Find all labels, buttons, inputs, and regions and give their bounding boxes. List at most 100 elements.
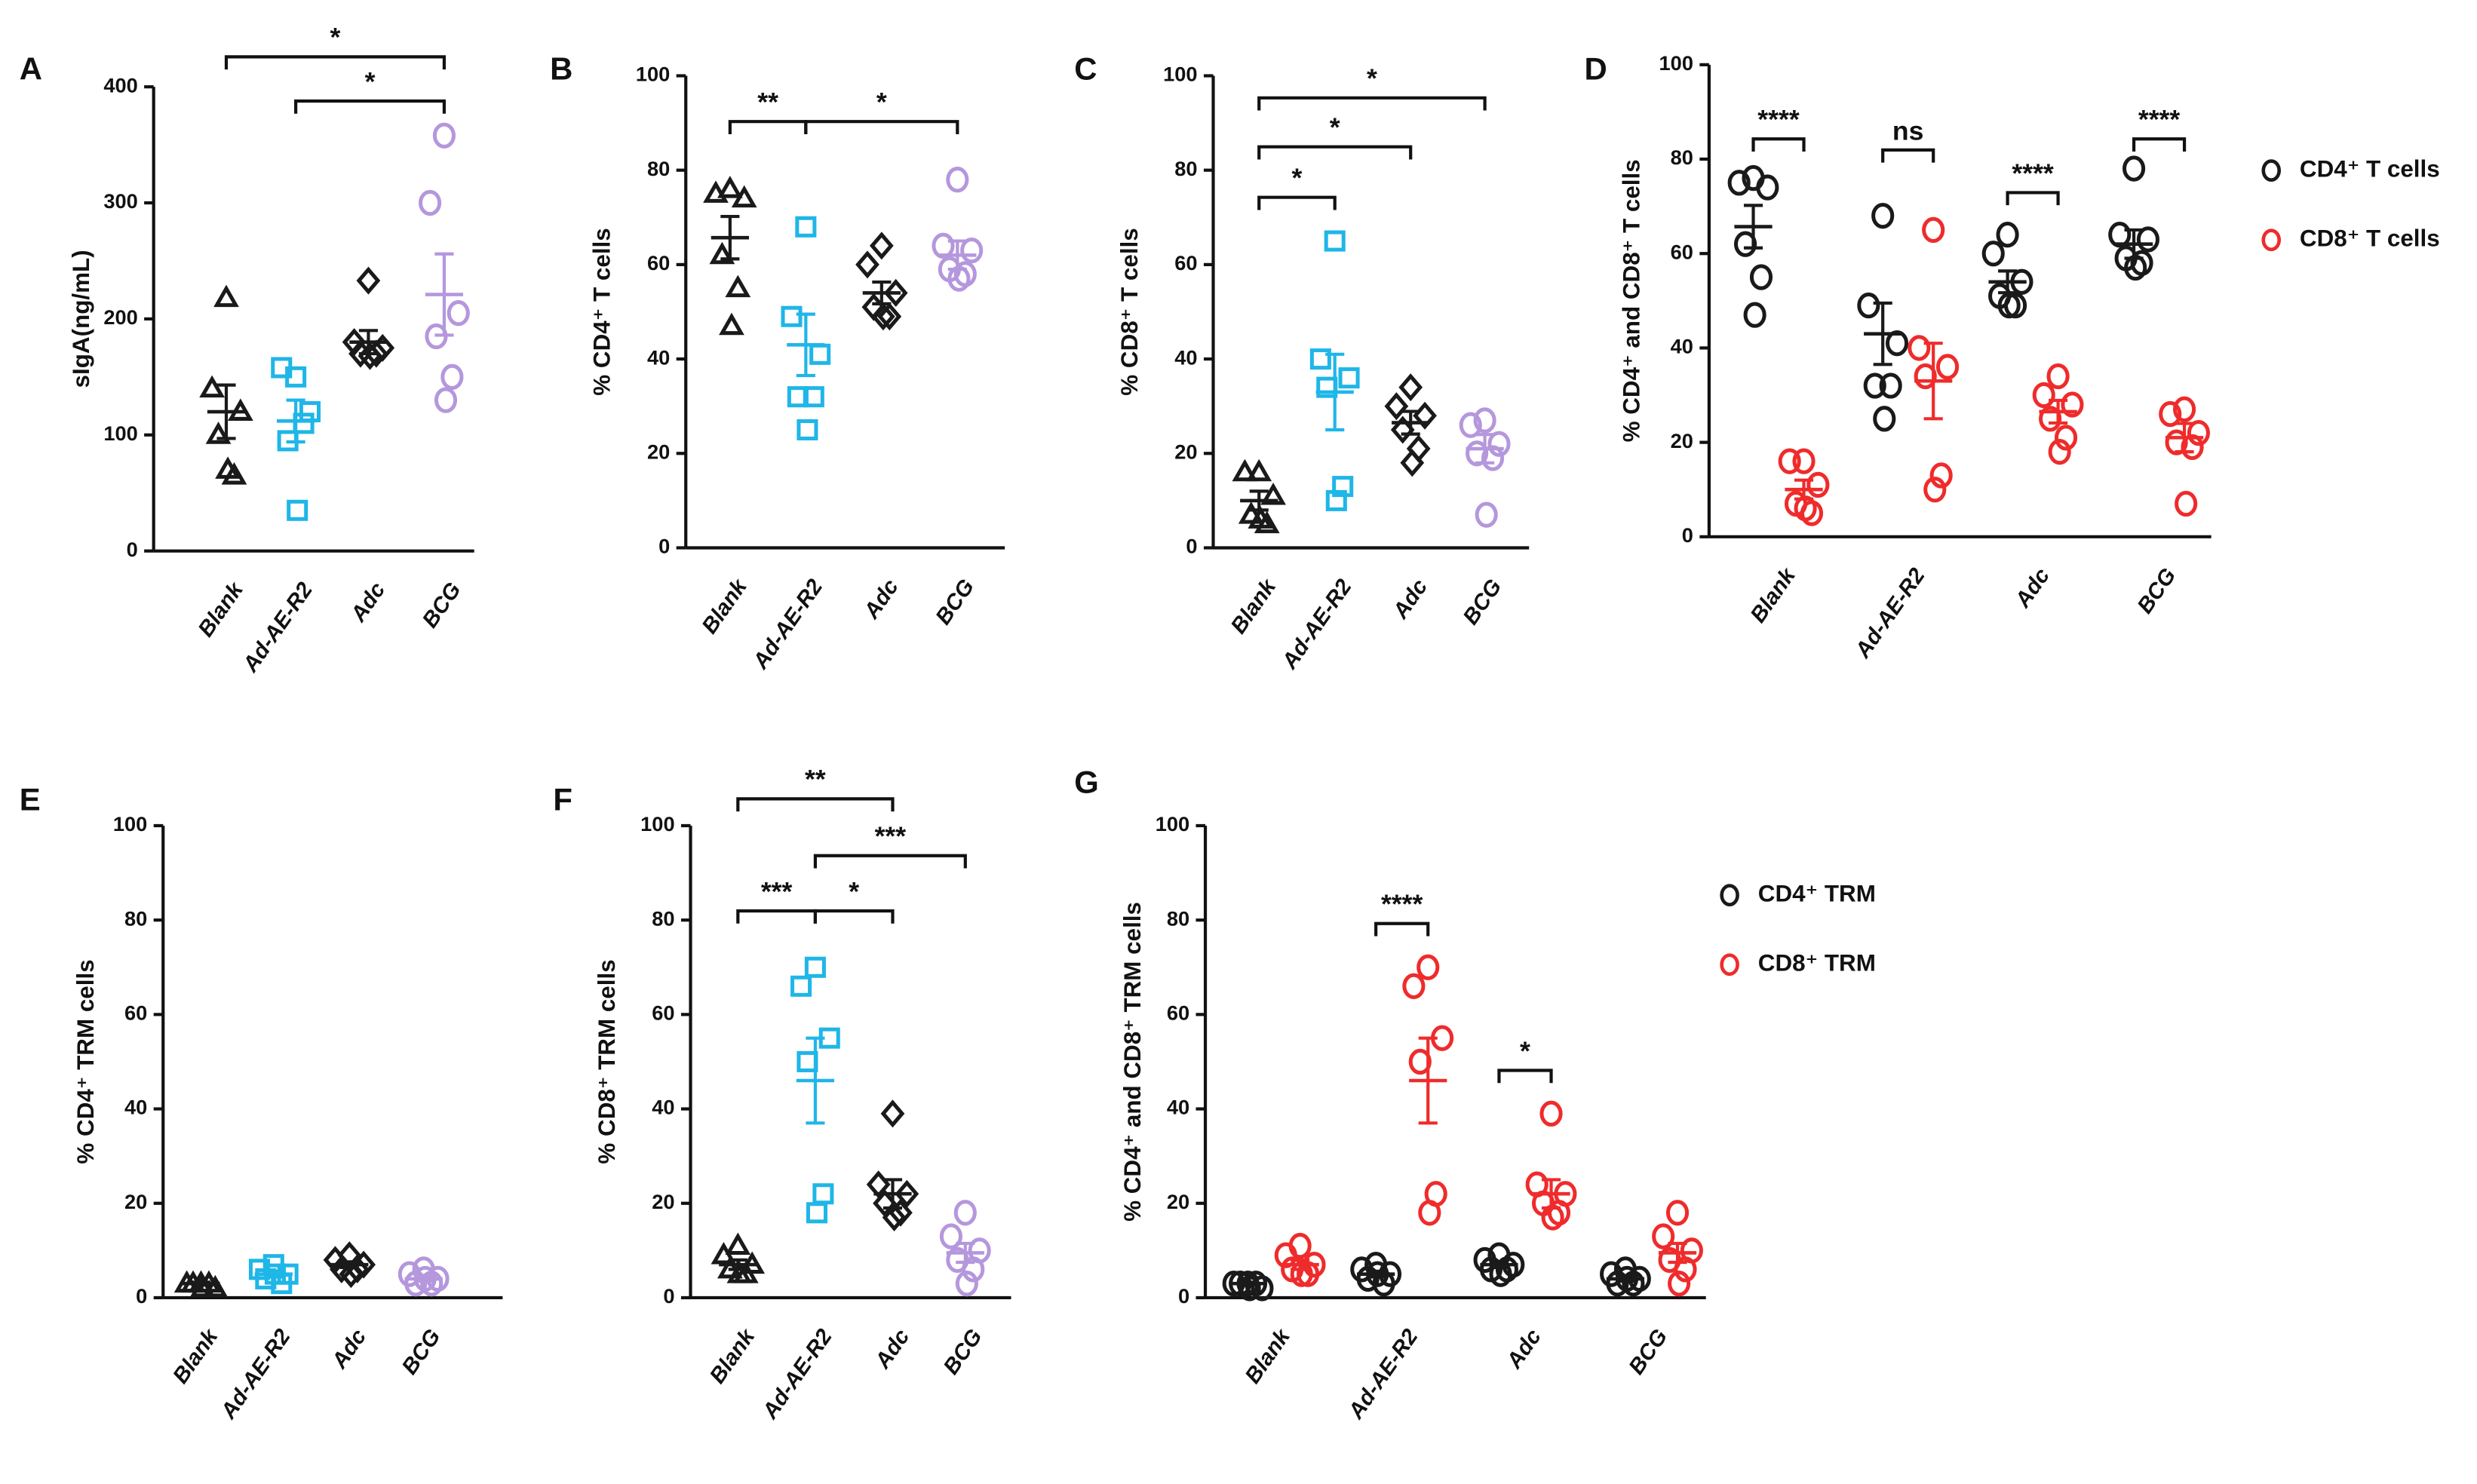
panel-label: F <box>553 782 572 817</box>
y-tick-label: 0 <box>136 1284 147 1308</box>
point <box>1459 412 1482 438</box>
point <box>432 122 456 149</box>
error-bar <box>1489 1260 1509 1269</box>
point <box>1863 373 1886 399</box>
error-bar <box>1418 1036 1438 1125</box>
point <box>711 1241 737 1265</box>
y-tick-label: 400 <box>103 73 137 97</box>
point <box>2061 391 2084 418</box>
x-tick-label: BCG <box>1458 575 1506 629</box>
y-axis-label: % CD8⁺ T cells <box>1116 228 1143 395</box>
point <box>221 462 247 485</box>
error-bar <box>264 1269 284 1279</box>
error-bar <box>1291 1258 1310 1271</box>
point <box>189 1274 216 1298</box>
y-tick-label: 20 <box>652 1190 674 1213</box>
point <box>717 176 743 198</box>
error-bar <box>1541 1178 1561 1210</box>
x-tick-label: Blank <box>1240 1323 1296 1388</box>
x-tick-label: Ad-AE-R2 <box>1277 575 1357 674</box>
point <box>418 189 442 216</box>
point <box>1238 501 1264 524</box>
panel: D % CD4⁺ and CD8⁺ T cells 0 20 40 60 80 100 Blan… <box>1585 51 2440 663</box>
significance-label: **** <box>2138 105 2181 135</box>
y-tick-label: 60 <box>1174 251 1197 274</box>
point <box>1541 1204 1564 1231</box>
legend-label: CD8⁺ TRM <box>1758 949 1876 976</box>
error-bar <box>2049 398 2068 425</box>
x-tick-label: Ad-AE-R2 <box>1850 563 1930 663</box>
panel-label: A <box>20 51 42 86</box>
point <box>939 1223 963 1249</box>
x-tick-label: Blank <box>697 574 753 639</box>
error-bar <box>358 329 378 356</box>
significance-label: ** <box>805 765 826 795</box>
point <box>1248 506 1274 529</box>
point <box>1325 489 1347 511</box>
point <box>1792 448 1816 474</box>
significance-bracket: ns <box>1881 115 1935 163</box>
significance-bracket: * <box>294 66 447 114</box>
y-tick-label: 100 <box>1156 812 1189 836</box>
point <box>953 1200 977 1226</box>
point <box>440 363 464 391</box>
y-tick-label: 60 <box>1671 240 1693 263</box>
y-tick-label: 40 <box>647 345 670 369</box>
point <box>1473 407 1496 434</box>
significance-bracket: **** <box>1751 105 1806 152</box>
y-tick-label: 0 <box>658 535 670 558</box>
error-bar <box>339 1260 359 1269</box>
point <box>955 1271 978 1297</box>
y-tick-label: 20 <box>647 440 670 463</box>
point <box>1857 292 1880 319</box>
point <box>2173 396 2196 422</box>
significance-bracket: * <box>1257 63 1487 111</box>
point <box>1260 483 1286 505</box>
y-axis-label: % CD4⁺ and CD8⁺ T cells <box>1619 159 1645 442</box>
point <box>2032 382 2055 409</box>
point <box>1749 264 1773 290</box>
point <box>726 1261 753 1283</box>
error-bar <box>1238 1280 1258 1287</box>
y-tick-label: 0 <box>1178 1284 1189 1308</box>
bracket <box>224 55 447 70</box>
point <box>1743 302 1766 328</box>
point <box>1254 511 1280 534</box>
bracket <box>294 99 447 114</box>
significance-label: **** <box>1757 105 1800 135</box>
point <box>946 167 969 193</box>
x-tick-label: BCG <box>397 1325 445 1379</box>
point <box>809 343 831 365</box>
error-bar <box>414 1274 434 1283</box>
bracket <box>1257 96 1487 111</box>
point <box>795 216 817 238</box>
point <box>962 1256 985 1283</box>
point <box>1871 202 1895 229</box>
point <box>709 241 735 265</box>
legend-marker <box>1720 884 1739 906</box>
error-bar <box>1873 301 1892 366</box>
point <box>2003 292 2027 319</box>
bracket <box>736 909 818 924</box>
significance-label: * <box>876 87 887 118</box>
x-tick-label: Blank <box>704 1323 760 1388</box>
y-tick-label: 60 <box>124 1001 147 1025</box>
point <box>1232 458 1258 482</box>
significance-label: *** <box>761 876 793 906</box>
point <box>797 1050 818 1072</box>
point <box>880 1099 905 1128</box>
y-tick-label: 100 <box>640 812 674 836</box>
x-tick-label: Adc <box>1501 1325 1545 1374</box>
y-axis-label: % CD4⁺ TRM cells <box>72 959 99 1164</box>
panel: E % CD4⁺ TRM cells 0 20 40 60 80 100 BlankAd-AE-… <box>20 782 503 1424</box>
bracket <box>1374 921 1430 937</box>
error-bar <box>1249 489 1269 512</box>
y-tick-label: 60 <box>652 1001 674 1025</box>
point <box>877 302 902 331</box>
error-bar <box>956 1241 975 1265</box>
error-bar <box>796 312 815 378</box>
point <box>1418 1200 1441 1226</box>
significance-label: ns <box>1892 115 1924 146</box>
error-bar <box>216 383 236 440</box>
